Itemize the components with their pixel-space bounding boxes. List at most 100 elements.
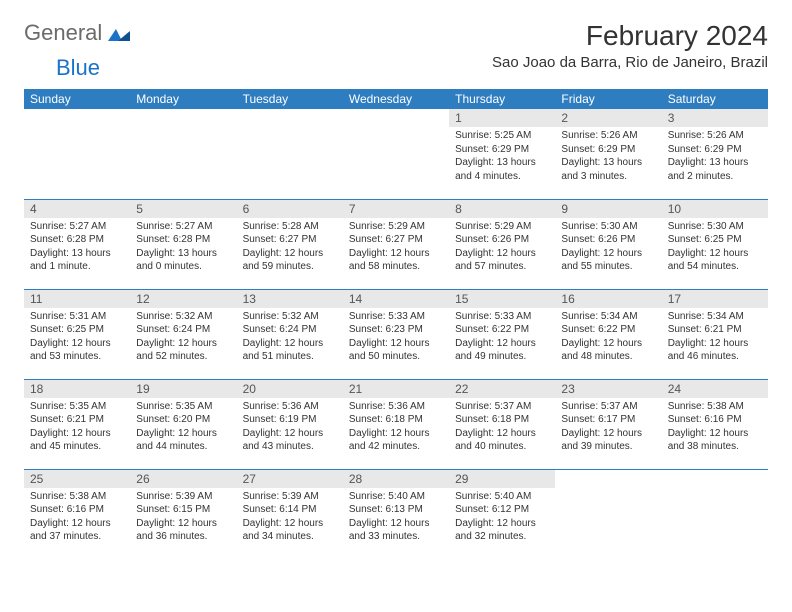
day-number: 12 [130,290,236,308]
calendar-week-row: 11Sunrise: 5:31 AMSunset: 6:25 PMDayligh… [24,289,768,379]
day-details: Sunrise: 5:37 AMSunset: 6:17 PMDaylight:… [555,398,661,458]
day-number: 21 [343,380,449,398]
day-number: 14 [343,290,449,308]
calendar-day-cell [662,469,768,559]
calendar-day-cell: 8Sunrise: 5:29 AMSunset: 6:26 PMDaylight… [449,199,555,289]
logo-text-blue: Blue [56,55,100,80]
day-details: Sunrise: 5:36 AMSunset: 6:18 PMDaylight:… [343,398,449,458]
logo-text-general: General [24,20,102,46]
day-number: 18 [24,380,130,398]
day-details: Sunrise: 5:39 AMSunset: 6:14 PMDaylight:… [237,488,343,548]
day-number: 19 [130,380,236,398]
day-details: Sunrise: 5:33 AMSunset: 6:23 PMDaylight:… [343,308,449,368]
day-details: Sunrise: 5:29 AMSunset: 6:27 PMDaylight:… [343,218,449,278]
day-number: 24 [662,380,768,398]
day-details: Sunrise: 5:32 AMSunset: 6:24 PMDaylight:… [237,308,343,368]
calendar-body: 1Sunrise: 5:25 AMSunset: 6:29 PMDaylight… [24,109,768,559]
day-number: 9 [555,200,661,218]
calendar-day-cell: 4Sunrise: 5:27 AMSunset: 6:28 PMDaylight… [24,199,130,289]
day-details: Sunrise: 5:34 AMSunset: 6:21 PMDaylight:… [662,308,768,368]
day-number: 6 [237,200,343,218]
calendar-week-row: 18Sunrise: 5:35 AMSunset: 6:21 PMDayligh… [24,379,768,469]
calendar-day-cell: 5Sunrise: 5:27 AMSunset: 6:28 PMDaylight… [130,199,236,289]
day-number: 5 [130,200,236,218]
calendar-day-cell: 22Sunrise: 5:37 AMSunset: 6:18 PMDayligh… [449,379,555,469]
day-number: 10 [662,200,768,218]
calendar-week-row: 4Sunrise: 5:27 AMSunset: 6:28 PMDaylight… [24,199,768,289]
calendar-day-cell: 1Sunrise: 5:25 AMSunset: 6:29 PMDaylight… [449,109,555,199]
day-details: Sunrise: 5:34 AMSunset: 6:22 PMDaylight:… [555,308,661,368]
calendar-day-cell: 26Sunrise: 5:39 AMSunset: 6:15 PMDayligh… [130,469,236,559]
weekday-header: Sunday [24,89,130,109]
day-details: Sunrise: 5:29 AMSunset: 6:26 PMDaylight:… [449,218,555,278]
day-details: Sunrise: 5:30 AMSunset: 6:26 PMDaylight:… [555,218,661,278]
day-details: Sunrise: 5:35 AMSunset: 6:21 PMDaylight:… [24,398,130,458]
calendar-day-cell: 19Sunrise: 5:35 AMSunset: 6:20 PMDayligh… [130,379,236,469]
day-number: 28 [343,470,449,488]
weekday-header: Friday [555,89,661,109]
calendar-day-cell: 24Sunrise: 5:38 AMSunset: 6:16 PMDayligh… [662,379,768,469]
day-details: Sunrise: 5:40 AMSunset: 6:12 PMDaylight:… [449,488,555,548]
calendar-day-cell: 10Sunrise: 5:30 AMSunset: 6:25 PMDayligh… [662,199,768,289]
day-number: 27 [237,470,343,488]
calendar-day-cell: 15Sunrise: 5:33 AMSunset: 6:22 PMDayligh… [449,289,555,379]
location-subtitle: Sao Joao da Barra, Rio de Janeiro, Brazi… [492,54,768,71]
day-details: Sunrise: 5:26 AMSunset: 6:29 PMDaylight:… [662,127,768,187]
day-details: Sunrise: 5:32 AMSunset: 6:24 PMDaylight:… [130,308,236,368]
day-details: Sunrise: 5:36 AMSunset: 6:19 PMDaylight:… [237,398,343,458]
weekday-header: Saturday [662,89,768,109]
calendar-day-cell: 18Sunrise: 5:35 AMSunset: 6:21 PMDayligh… [24,379,130,469]
calendar-day-cell [343,109,449,199]
calendar-day-cell: 11Sunrise: 5:31 AMSunset: 6:25 PMDayligh… [24,289,130,379]
day-number: 15 [449,290,555,308]
weekday-header: Thursday [449,89,555,109]
day-details: Sunrise: 5:25 AMSunset: 6:29 PMDaylight:… [449,127,555,187]
day-number: 1 [449,109,555,127]
day-details: Sunrise: 5:38 AMSunset: 6:16 PMDaylight:… [662,398,768,458]
weekday-header: Wednesday [343,89,449,109]
calendar-day-cell: 25Sunrise: 5:38 AMSunset: 6:16 PMDayligh… [24,469,130,559]
calendar-day-cell: 17Sunrise: 5:34 AMSunset: 6:21 PMDayligh… [662,289,768,379]
calendar-day-cell: 16Sunrise: 5:34 AMSunset: 6:22 PMDayligh… [555,289,661,379]
day-number: 7 [343,200,449,218]
calendar-day-cell: 21Sunrise: 5:36 AMSunset: 6:18 PMDayligh… [343,379,449,469]
weekday-header-row: SundayMondayTuesdayWednesdayThursdayFrid… [24,89,768,109]
calendar-week-row: 25Sunrise: 5:38 AMSunset: 6:16 PMDayligh… [24,469,768,559]
calendar-day-cell: 28Sunrise: 5:40 AMSunset: 6:13 PMDayligh… [343,469,449,559]
day-number: 17 [662,290,768,308]
day-details: Sunrise: 5:30 AMSunset: 6:25 PMDaylight:… [662,218,768,278]
calendar-day-cell: 6Sunrise: 5:28 AMSunset: 6:27 PMDaylight… [237,199,343,289]
calendar-day-cell [237,109,343,199]
day-number: 25 [24,470,130,488]
day-number: 22 [449,380,555,398]
day-details: Sunrise: 5:38 AMSunset: 6:16 PMDaylight:… [24,488,130,548]
calendar-table: SundayMondayTuesdayWednesdayThursdayFrid… [24,89,768,559]
day-details: Sunrise: 5:28 AMSunset: 6:27 PMDaylight:… [237,218,343,278]
day-number: 8 [449,200,555,218]
calendar-day-cell: 20Sunrise: 5:36 AMSunset: 6:19 PMDayligh… [237,379,343,469]
day-number: 4 [24,200,130,218]
month-title: February 2024 [492,20,768,52]
day-number: 26 [130,470,236,488]
weekday-header: Monday [130,89,236,109]
calendar-day-cell: 13Sunrise: 5:32 AMSunset: 6:24 PMDayligh… [237,289,343,379]
day-number: 16 [555,290,661,308]
calendar-day-cell [130,109,236,199]
calendar-day-cell: 2Sunrise: 5:26 AMSunset: 6:29 PMDaylight… [555,109,661,199]
day-number: 11 [24,290,130,308]
day-number: 13 [237,290,343,308]
calendar-week-row: 1Sunrise: 5:25 AMSunset: 6:29 PMDaylight… [24,109,768,199]
calendar-day-cell: 3Sunrise: 5:26 AMSunset: 6:29 PMDaylight… [662,109,768,199]
calendar-day-cell [24,109,130,199]
calendar-day-cell: 12Sunrise: 5:32 AMSunset: 6:24 PMDayligh… [130,289,236,379]
day-details: Sunrise: 5:27 AMSunset: 6:28 PMDaylight:… [130,218,236,278]
calendar-day-cell: 27Sunrise: 5:39 AMSunset: 6:14 PMDayligh… [237,469,343,559]
calendar-day-cell: 9Sunrise: 5:30 AMSunset: 6:26 PMDaylight… [555,199,661,289]
day-number: 3 [662,109,768,127]
day-number: 29 [449,470,555,488]
calendar-day-cell: 7Sunrise: 5:29 AMSunset: 6:27 PMDaylight… [343,199,449,289]
calendar-day-cell [555,469,661,559]
day-details: Sunrise: 5:33 AMSunset: 6:22 PMDaylight:… [449,308,555,368]
day-details: Sunrise: 5:39 AMSunset: 6:15 PMDaylight:… [130,488,236,548]
day-details: Sunrise: 5:31 AMSunset: 6:25 PMDaylight:… [24,308,130,368]
